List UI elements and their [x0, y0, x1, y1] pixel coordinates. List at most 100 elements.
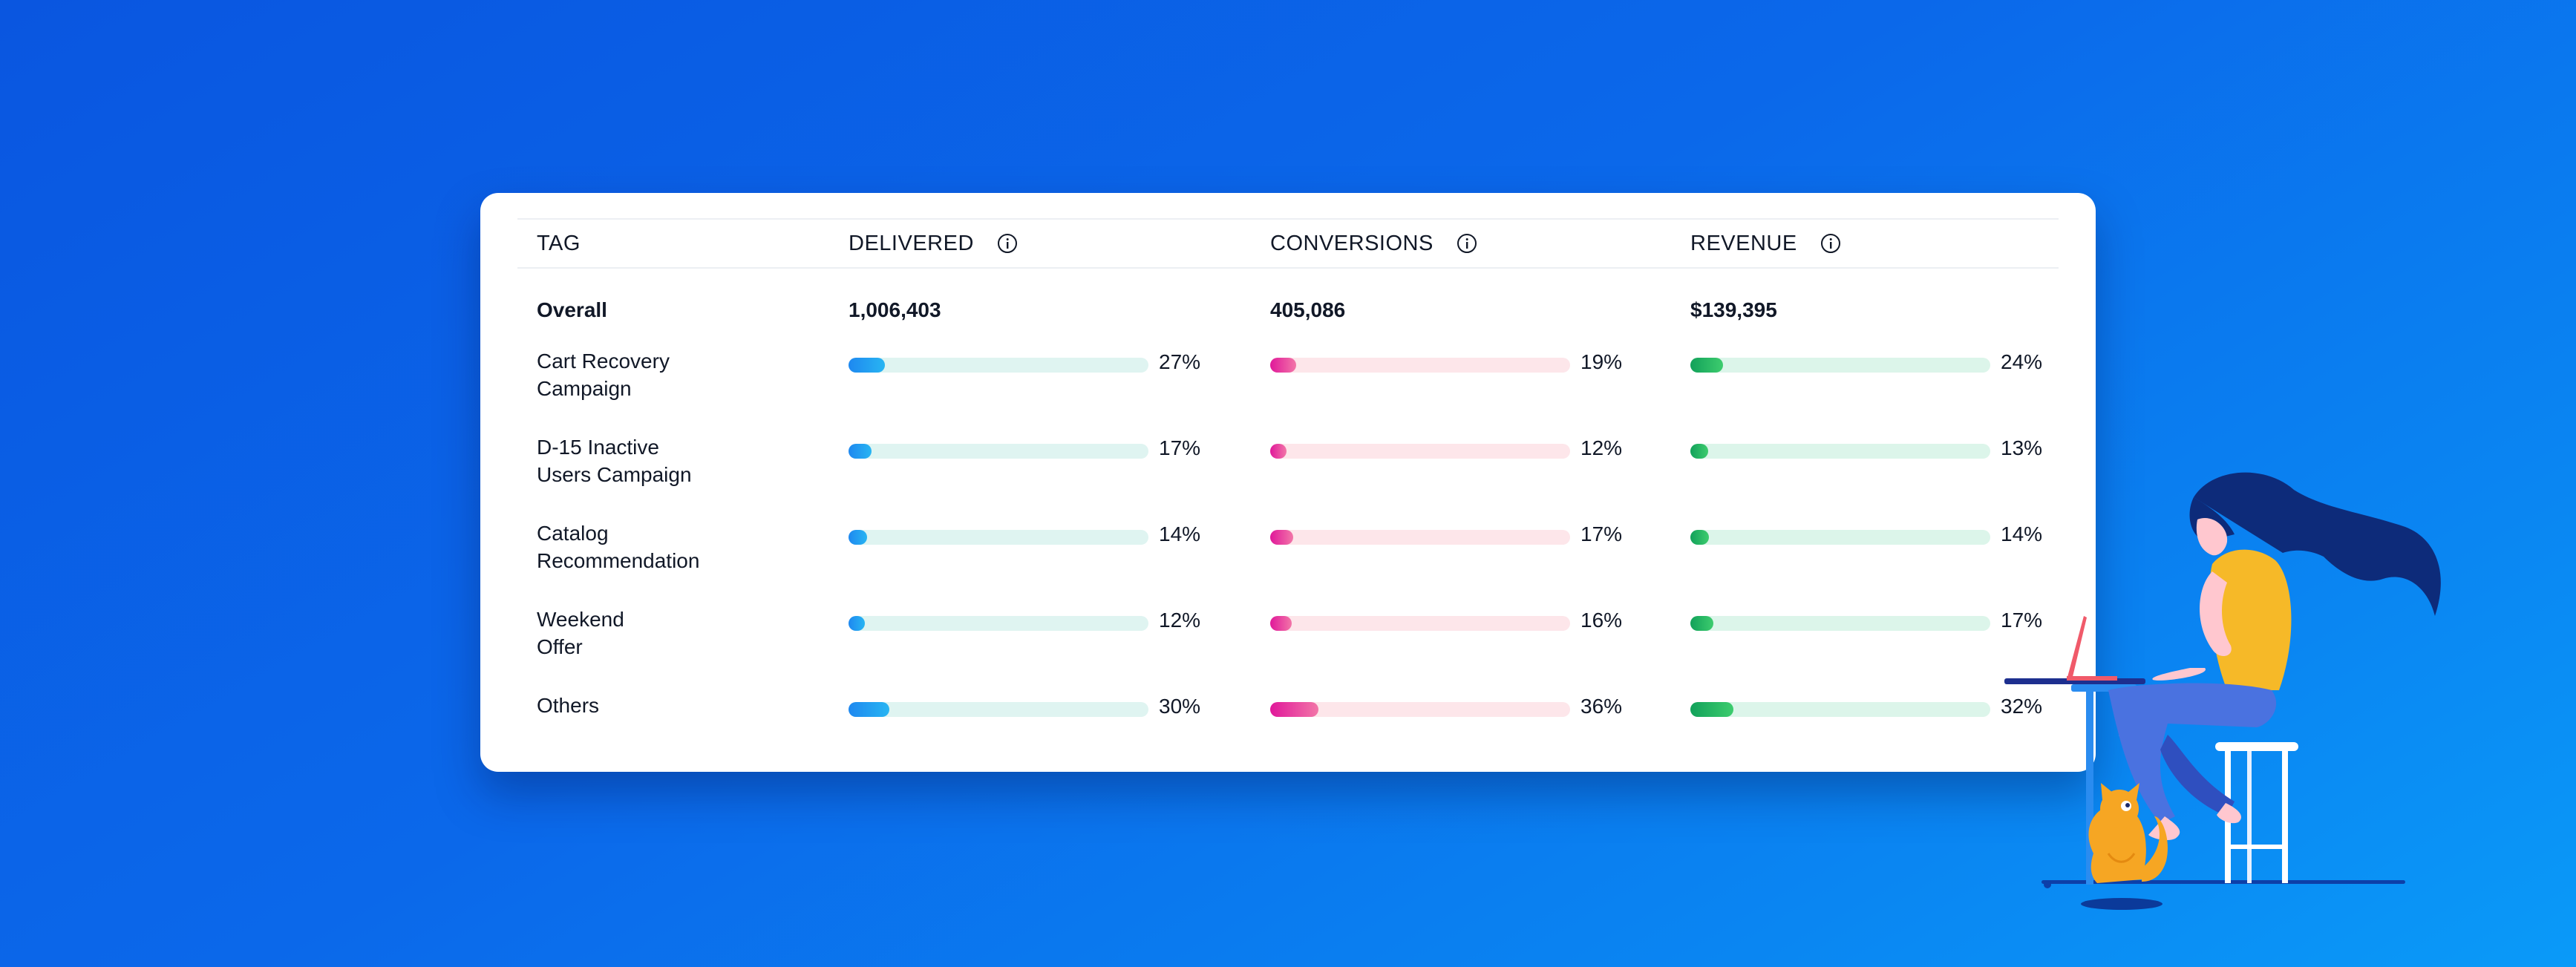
- revenue-progress-track: [1690, 702, 1990, 717]
- column-header-revenue: REVENUE: [1690, 220, 1842, 267]
- revenue-progress-track: [1690, 616, 1990, 631]
- column-header-tag-label: TAG: [537, 231, 581, 255]
- campaign-rows: Cart Recovery Campaign 27% 19% 24%: [517, 335, 2059, 766]
- campaign-tag-line-1: Catalog: [537, 522, 609, 545]
- revenue-progress-track: [1690, 444, 1990, 459]
- delivered-progress-track: [849, 702, 1148, 717]
- campaign-tag-label: Catalog Recommendation: [537, 519, 759, 574]
- conversions-progress-fill: [1270, 702, 1318, 717]
- delivered-info-icon[interactable]: [996, 232, 1019, 255]
- delivered-percent: 30%: [1159, 695, 1201, 718]
- delivered-progress-track: [849, 444, 1148, 459]
- table-row: Cart Recovery Campaign 27% 19% 24%: [517, 335, 2059, 422]
- conversions-info-icon[interactable]: [1456, 232, 1478, 255]
- conversions-metric: 19%: [1270, 350, 1656, 376]
- revenue-percent: 14%: [2001, 522, 2043, 545]
- conversions-progress-track: [1270, 530, 1570, 545]
- delivered-progress-track: [849, 358, 1148, 373]
- conversions-progress-fill: [1270, 616, 1292, 631]
- conversions-percent: 36%: [1580, 695, 1623, 718]
- conversions-progress-fill: [1270, 444, 1287, 459]
- campaign-stats-card: TAG DELIVERED CONVERSIONS REVENUE: [480, 193, 2096, 772]
- campaign-tag-line-2: Offer: [537, 635, 583, 658]
- conversions-metric: 16%: [1270, 609, 1656, 634]
- campaign-tag-label: D-15 Inactive Users Campaign: [537, 433, 759, 488]
- column-header-tag: TAG: [537, 220, 581, 267]
- revenue-metric: 13%: [1690, 436, 2076, 462]
- revenue-percent: 17%: [2001, 609, 2043, 632]
- revenue-percent: 32%: [2001, 695, 2043, 718]
- delivered-progress-track: [849, 530, 1148, 545]
- delivered-progress-fill: [849, 616, 865, 631]
- conversions-percent: 16%: [1580, 609, 1623, 632]
- delivered-percent: 14%: [1159, 522, 1201, 545]
- column-header-revenue-label: REVENUE: [1690, 231, 1797, 255]
- revenue-metric: 32%: [1690, 695, 2076, 720]
- conversions-metric: 36%: [1270, 695, 1656, 720]
- revenue-progress-track: [1690, 530, 1990, 545]
- delivered-progress-fill: [849, 358, 885, 373]
- campaign-stats-table: TAG DELIVERED CONVERSIONS REVENUE: [517, 218, 2059, 766]
- delivered-progress-track: [849, 616, 1148, 631]
- delivered-progress-fill: [849, 530, 867, 545]
- campaign-tag-line-2: Users Campaign: [537, 463, 692, 486]
- conversions-progress-track: [1270, 702, 1570, 717]
- revenue-metric: 14%: [1690, 522, 2076, 548]
- campaign-tag-label: Weekend Offer: [537, 606, 759, 660]
- revenue-percent: 13%: [2001, 436, 2043, 459]
- delivered-metric: 12%: [849, 609, 1235, 634]
- overall-conversions-value: 405,086: [1270, 298, 1346, 321]
- delivered-progress-fill: [849, 444, 872, 459]
- revenue-metric: 24%: [1690, 350, 2076, 376]
- table-row: Catalog Recommendation 14% 17% 14%: [517, 508, 2059, 594]
- campaign-tag-line-1: D-15 Inactive: [537, 436, 659, 459]
- delivered-metric: 17%: [849, 436, 1235, 462]
- conversions-progress-fill: [1270, 530, 1293, 545]
- delivered-metric: 27%: [849, 350, 1235, 376]
- table-row: D-15 Inactive Users Campaign 17% 12% 13%: [517, 422, 2059, 508]
- delivered-metric: 14%: [849, 522, 1235, 548]
- revenue-progress-fill: [1690, 358, 1723, 373]
- overall-delivered-value: 1,006,403: [849, 298, 941, 321]
- conversions-percent: 17%: [1580, 522, 1623, 545]
- revenue-progress-fill: [1690, 616, 1713, 631]
- revenue-progress-track: [1690, 358, 1990, 373]
- table-row: Others 30% 36% 32%: [517, 680, 2059, 766]
- table-header-row: TAG DELIVERED CONVERSIONS REVENUE: [517, 218, 2059, 269]
- column-header-conversions: CONVERSIONS: [1270, 220, 1478, 267]
- conversions-progress-track: [1270, 444, 1570, 459]
- delivered-progress-fill: [849, 702, 889, 717]
- column-header-delivered-label: DELIVERED: [849, 231, 974, 255]
- campaign-tag-line-2: Campaign: [537, 377, 632, 400]
- conversions-metric: 12%: [1270, 436, 1656, 462]
- conversions-progress-fill: [1270, 358, 1296, 373]
- column-header-delivered: DELIVERED: [849, 220, 1019, 267]
- overall-revenue-value: $139,395: [1690, 298, 1777, 321]
- revenue-percent: 24%: [2001, 350, 2043, 373]
- campaign-tag-label: Others: [537, 692, 759, 719]
- revenue-progress-fill: [1690, 530, 1709, 545]
- delivered-metric: 30%: [849, 695, 1235, 720]
- conversions-percent: 19%: [1580, 350, 1623, 373]
- revenue-info-icon[interactable]: [1820, 232, 1842, 255]
- conversions-progress-track: [1270, 616, 1570, 631]
- conversions-metric: 17%: [1270, 522, 1656, 548]
- overall-label: Overall: [537, 298, 607, 321]
- column-header-conversions-label: CONVERSIONS: [1270, 231, 1434, 255]
- campaign-tag-line-1: Weekend: [537, 608, 624, 631]
- campaign-tag-line-2: Recommendation: [537, 549, 700, 572]
- conversions-progress-track: [1270, 358, 1570, 373]
- delivered-percent: 27%: [1159, 350, 1201, 373]
- delivered-percent: 17%: [1159, 436, 1201, 459]
- campaign-tag-line-1: Others: [537, 694, 600, 717]
- revenue-progress-fill: [1690, 702, 1733, 717]
- overall-row: Overall 1,006,403 405,086 $139,395: [517, 269, 2059, 335]
- conversions-percent: 12%: [1580, 436, 1623, 459]
- revenue-metric: 17%: [1690, 609, 2076, 634]
- woman-laptop-cat-illustration: [1990, 468, 2465, 928]
- delivered-percent: 12%: [1159, 609, 1201, 632]
- campaign-tag-label: Cart Recovery Campaign: [537, 347, 759, 402]
- table-row: Weekend Offer 12% 16% 17%: [517, 594, 2059, 680]
- revenue-progress-fill: [1690, 444, 1708, 459]
- campaign-tag-line-1: Cart Recovery: [537, 350, 670, 373]
